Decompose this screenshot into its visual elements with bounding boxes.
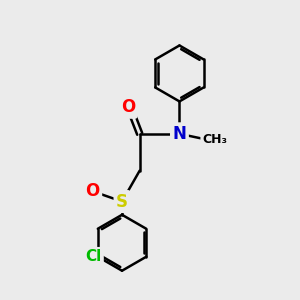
Text: O: O xyxy=(121,98,135,116)
Text: O: O xyxy=(85,182,100,200)
Text: CH₃: CH₃ xyxy=(202,133,227,146)
Text: S: S xyxy=(116,193,128,211)
Text: N: N xyxy=(172,125,186,143)
Text: Cl: Cl xyxy=(85,249,101,264)
